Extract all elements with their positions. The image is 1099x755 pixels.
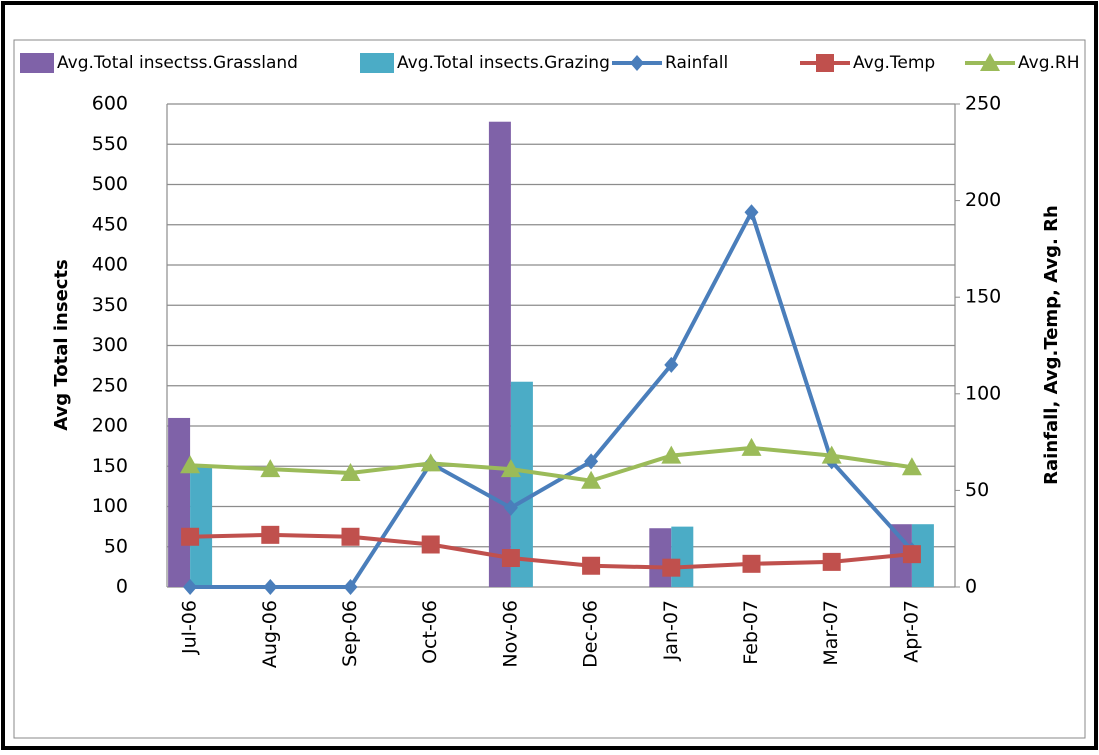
y-tick-label: 550 xyxy=(92,133,128,155)
x-tick-label: Apr-07 xyxy=(900,600,922,663)
y-tick-label: 400 xyxy=(92,254,128,276)
marker xyxy=(664,356,679,373)
bar xyxy=(911,524,934,587)
plot-frame xyxy=(13,39,1086,739)
bar xyxy=(190,466,213,587)
marker xyxy=(584,453,599,470)
marker xyxy=(261,525,280,544)
legend-swatch xyxy=(360,53,394,73)
y-tick-label: 250 xyxy=(92,374,128,396)
y-axis-title: Avg Total insects xyxy=(51,259,72,431)
x-tick-label: Feb-07 xyxy=(740,600,762,665)
legend-label: Avg.Temp xyxy=(853,53,935,73)
marker xyxy=(180,455,201,474)
legend-label: Avg.Total insectss.Grassland xyxy=(57,53,298,73)
bar xyxy=(168,417,191,587)
legend-swatch xyxy=(20,53,54,73)
marker xyxy=(662,558,681,577)
x-tick-label: Oct-06 xyxy=(419,600,441,664)
line xyxy=(190,445,913,483)
legend-label: Avg.RH xyxy=(1018,53,1079,73)
marker xyxy=(581,470,602,489)
y-tick-label: 500 xyxy=(92,173,128,195)
marker xyxy=(263,579,278,595)
x-tick-label: Jan-07 xyxy=(660,600,682,661)
y2-tick-label: 150 xyxy=(965,286,1001,308)
x-tick-label: Sep-06 xyxy=(339,600,361,667)
legend-label: Avg.Total insects.Grazing xyxy=(397,53,610,73)
y2-tick-label: 200 xyxy=(965,189,1001,211)
marker xyxy=(500,459,521,478)
marker xyxy=(340,463,361,482)
marker xyxy=(821,445,842,464)
y-tick-label: 350 xyxy=(92,294,128,316)
y-tick-label: 100 xyxy=(92,495,128,517)
y-tick-label: 600 xyxy=(92,93,128,115)
line xyxy=(190,207,914,589)
bar xyxy=(671,526,694,587)
marker xyxy=(901,457,922,476)
y-tick-label: 450 xyxy=(92,213,128,235)
legend-label: Rainfall xyxy=(665,53,728,73)
y-tick-label: 150 xyxy=(92,455,128,477)
marker xyxy=(744,204,759,221)
y2-tick-label: 0 xyxy=(965,576,977,598)
x-tick-label: Mar-07 xyxy=(820,600,842,666)
marker xyxy=(343,579,358,595)
y-tick-label: 200 xyxy=(92,415,128,437)
marker xyxy=(260,459,281,478)
marker xyxy=(980,53,1000,71)
y2-tick-label: 100 xyxy=(965,382,1001,404)
x-tick-label: Dec-06 xyxy=(580,600,602,668)
marker xyxy=(503,499,518,516)
line xyxy=(190,532,913,570)
x-tick-label: Nov-06 xyxy=(499,600,521,668)
marker xyxy=(582,556,601,575)
y-tick-label: 50 xyxy=(104,535,128,557)
x-tick-label: Jul-06 xyxy=(179,600,201,655)
marker xyxy=(501,549,520,568)
marker xyxy=(421,535,440,554)
marker xyxy=(741,437,762,456)
marker xyxy=(420,453,441,472)
marker xyxy=(816,54,834,72)
marker xyxy=(181,527,200,546)
bar xyxy=(488,121,511,588)
marker xyxy=(661,445,682,464)
y2-axis-title: Rainfall, Avg.Temp, Avg. Rh xyxy=(1041,205,1062,485)
marker xyxy=(630,55,644,71)
marker xyxy=(341,527,360,546)
marker xyxy=(902,545,921,564)
bar xyxy=(510,381,533,587)
marker xyxy=(822,552,841,571)
y-tick-label: 0 xyxy=(116,576,128,598)
marker xyxy=(742,554,761,573)
x-tick-label: Aug-06 xyxy=(259,600,281,668)
y-tick-label: 300 xyxy=(92,334,128,356)
bar xyxy=(649,528,672,587)
y2-tick-label: 50 xyxy=(965,479,989,501)
y2-tick-label: 250 xyxy=(965,93,1001,115)
marker xyxy=(183,579,198,595)
